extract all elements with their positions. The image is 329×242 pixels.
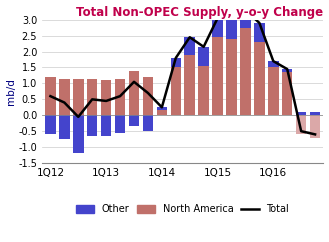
Bar <box>59 115 69 139</box>
Bar <box>157 111 167 115</box>
Bar <box>143 77 153 115</box>
Bar <box>212 37 223 115</box>
Bar <box>45 115 56 134</box>
Bar <box>45 77 56 115</box>
Bar <box>129 115 139 126</box>
Bar <box>240 28 251 115</box>
Y-axis label: mb/d: mb/d <box>6 78 15 105</box>
Bar <box>59 79 69 115</box>
Bar <box>115 79 125 115</box>
Bar <box>296 115 306 134</box>
Bar <box>185 37 195 55</box>
Bar <box>115 115 125 133</box>
Bar <box>87 115 97 136</box>
Bar <box>157 107 167 111</box>
Bar <box>170 68 181 115</box>
Text: Total Non-OPEC Supply, y-o-y Change: Total Non-OPEC Supply, y-o-y Change <box>76 6 323 19</box>
Bar <box>185 55 195 115</box>
Bar <box>73 79 84 115</box>
Bar <box>198 66 209 115</box>
Bar <box>296 112 306 115</box>
Bar <box>310 115 320 137</box>
Bar <box>101 80 112 115</box>
Bar <box>101 115 112 136</box>
Bar <box>254 23 265 42</box>
Bar <box>73 115 84 153</box>
Bar <box>87 79 97 115</box>
Bar <box>143 115 153 131</box>
Bar <box>268 68 279 115</box>
Bar <box>170 58 181 68</box>
Bar <box>282 72 292 115</box>
Bar <box>129 71 139 115</box>
Bar <box>240 10 251 28</box>
Legend: Other, North America, Total: Other, North America, Total <box>73 201 293 218</box>
Bar <box>254 42 265 115</box>
Bar <box>282 69 292 72</box>
Bar <box>212 18 223 37</box>
Bar <box>226 39 237 115</box>
Bar <box>198 47 209 66</box>
Bar <box>268 61 279 68</box>
Bar <box>310 112 320 115</box>
Bar <box>226 18 237 39</box>
